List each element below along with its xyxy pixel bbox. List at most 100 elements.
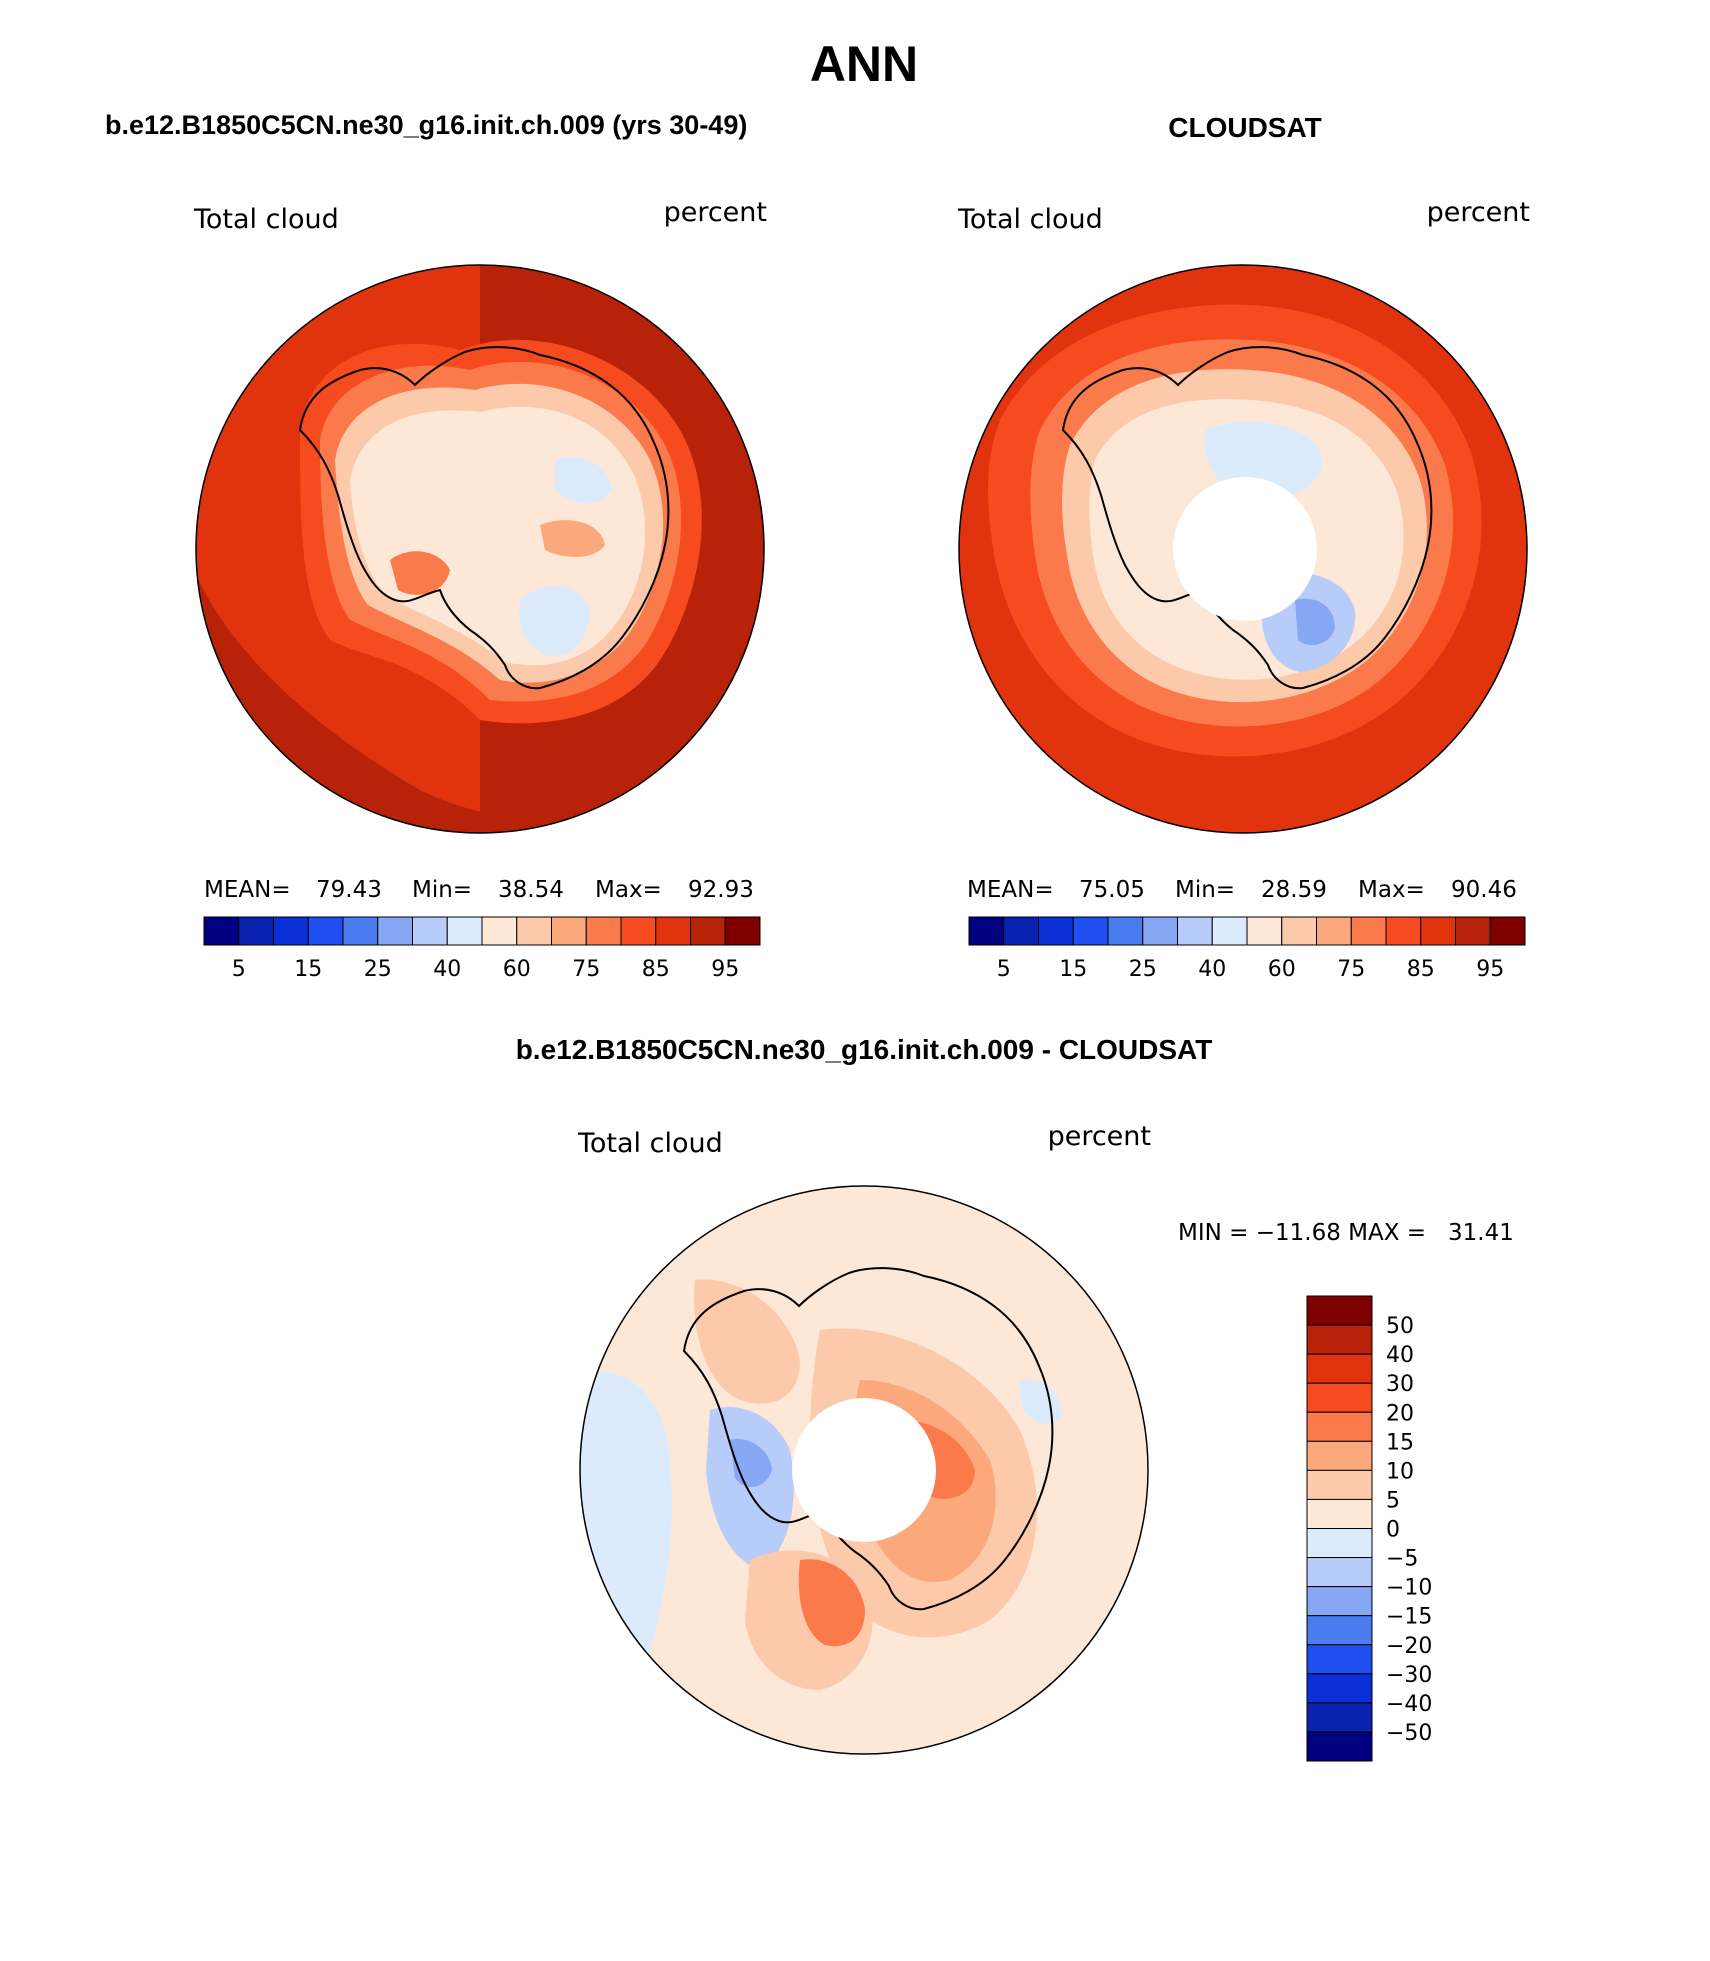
colorbar-swatch — [1306, 1324, 1373, 1355]
colorbar-tick-label: −30 — [1386, 1663, 1432, 1688]
panel-diff-map-border — [579, 1185, 1149, 1755]
colorbar-swatch — [1306, 1673, 1373, 1704]
colorbar-swatch — [1306, 1498, 1373, 1529]
colorbar-swatch — [1306, 1469, 1373, 1500]
map-coastline — [1061, 346, 1433, 690]
colorbar-tick-label: 10 — [1386, 1459, 1414, 1484]
colorbar-swatch — [1350, 916, 1387, 946]
colorbar-tick-label: 20 — [1386, 1401, 1414, 1426]
panel-model-left-label: Total cloud — [193, 204, 339, 235]
colorbar-swatch — [1306, 1440, 1373, 1471]
colorbar-swatch — [968, 916, 1005, 946]
stat-mean-value: 79.43 — [316, 877, 382, 903]
panel-obs-map-border — [958, 264, 1528, 834]
colorbar-swatch — [1072, 916, 1109, 946]
colorbar-tick-label: 30 — [1386, 1372, 1414, 1397]
colorbar-tick-label: −40 — [1386, 1692, 1432, 1717]
colorbar-swatch — [1420, 916, 1456, 946]
colorbar-tick-label: 15 — [1059, 957, 1087, 982]
colorbar-tick-label: −20 — [1386, 1634, 1432, 1659]
panel-model-right-label: percent — [664, 197, 767, 228]
colorbar-tick-label: −50 — [1386, 1721, 1432, 1746]
colorbar-swatch — [1306, 1528, 1373, 1559]
map-coastline — [682, 1267, 1054, 1611]
colorbar-tick-label: 95 — [711, 957, 739, 982]
colorbar-swatch — [1306, 1644, 1373, 1675]
colorbar-tick-label: 5 — [1386, 1488, 1400, 1513]
colorbar-swatch — [1306, 1382, 1373, 1413]
colorbar-swatch — [1003, 916, 1039, 946]
colorbar-swatch — [1211, 916, 1248, 946]
colorbar-swatch — [1306, 1295, 1373, 1326]
colorbar-swatch — [273, 916, 309, 946]
page-title: ANN — [810, 36, 918, 92]
stat-max-value: 90.46 — [1451, 877, 1517, 903]
stat-mean-value: 75.05 — [1079, 877, 1145, 903]
colorbar-swatch — [1489, 916, 1526, 946]
colorbar-tick-label: 50 — [1386, 1314, 1414, 1339]
panel-diff-pole-hole — [792, 1398, 936, 1542]
colorbar-tick-label: −15 — [1386, 1605, 1432, 1630]
colorbar-tick-label: 60 — [503, 957, 531, 982]
colorbar-tick-label: −10 — [1386, 1576, 1432, 1601]
colorbar-swatch — [377, 916, 413, 946]
colorbar-swatch — [342, 916, 379, 946]
colorbar-swatch — [1385, 916, 1422, 946]
map-coastline — [298, 346, 670, 690]
colorbar-swatch — [516, 916, 552, 946]
colorbar-swatch — [1142, 916, 1178, 946]
map-field-plateau-orange — [390, 551, 450, 595]
colorbar-swatch — [1455, 916, 1491, 946]
colorbar-swatch — [655, 916, 691, 946]
stat-min-label: Min= — [1175, 877, 1235, 903]
map-field-ross-blue-core — [1295, 598, 1335, 646]
colorbar-swatch — [1107, 916, 1144, 946]
panel-diff-left-label: Total cloud — [577, 1128, 723, 1159]
map-field-southwest-band — [196, 560, 764, 833]
stat-mean-label: MEAN= — [204, 877, 291, 903]
colorbar-tick-label: 85 — [642, 957, 670, 982]
panel-diff-stats: MIN = −11.68 MAX = 31.41 — [1178, 1220, 1514, 1246]
colorbar-swatch — [1306, 1586, 1373, 1617]
colorbar-tick-label: 75 — [572, 957, 600, 982]
stat-mean-label: MEAN= — [967, 877, 1054, 903]
panel-model-colorbar: 5 15 25 40 60 75 85 95 — [203, 916, 761, 982]
panel-diff-title: b.e12.B1850C5CN.ne30_g16.init.ch.009 - C… — [516, 1034, 1213, 1065]
colorbar-tick-label: 85 — [1407, 957, 1435, 982]
colorbar-tick-label: 40 — [1198, 957, 1226, 982]
colorbar-tick-label: 95 — [1476, 957, 1504, 982]
stat-max-label: Max= — [595, 877, 662, 903]
colorbar-swatch — [585, 916, 622, 946]
colorbar-tick-label: 0 — [1386, 1518, 1400, 1543]
stat-max-label: Max= — [1358, 877, 1425, 903]
panel-model-map-border — [195, 264, 765, 834]
panel-obs-colorbar: 5 15 25 40 60 75 85 95 — [968, 916, 1526, 982]
panel-model-map — [196, 265, 764, 833]
colorbar-swatch — [724, 916, 761, 946]
colorbar-swatch — [1281, 916, 1317, 946]
map-field-east-blue — [555, 456, 612, 504]
panel-diff-right-label: percent — [1048, 1121, 1151, 1152]
panel-obs-stats: MEAN= 75.05 Min= 28.59 Max= 90.46 — [967, 877, 1517, 903]
panel-obs-pole-hole — [1173, 477, 1317, 621]
colorbar-swatch — [1246, 916, 1283, 946]
stat-min-label: Min= — [412, 877, 472, 903]
colorbar-tick-label: 60 — [1268, 957, 1296, 982]
panel-model-title: b.e12.B1850C5CN.ne30_g16.init.ch.009 (yr… — [105, 110, 747, 140]
map-field-inland-orange — [540, 520, 605, 557]
colorbar-swatch — [446, 916, 483, 946]
panel-obs: CLOUDSAT Total cloud percent MEAN= 75.05… — [957, 112, 1530, 982]
panel-diff: b.e12.B1850C5CN.ne30_g16.init.ch.009 - C… — [516, 1034, 1514, 1762]
stat-min-value: 38.54 — [498, 877, 564, 903]
colorbar-tick-label: 5 — [232, 957, 246, 982]
colorbar-swatch — [1306, 1702, 1373, 1733]
colorbar-tick-label: 25 — [1129, 957, 1157, 982]
panel-obs-right-label: percent — [1427, 197, 1530, 228]
colorbar-tick-label: 15 — [294, 957, 322, 982]
colorbar-tick-label: 25 — [364, 957, 392, 982]
colorbar-swatch — [551, 916, 587, 946]
panel-obs-left-label: Total cloud — [957, 204, 1103, 235]
colorbar-swatch — [203, 916, 240, 946]
colorbar-swatch — [1306, 1731, 1373, 1762]
